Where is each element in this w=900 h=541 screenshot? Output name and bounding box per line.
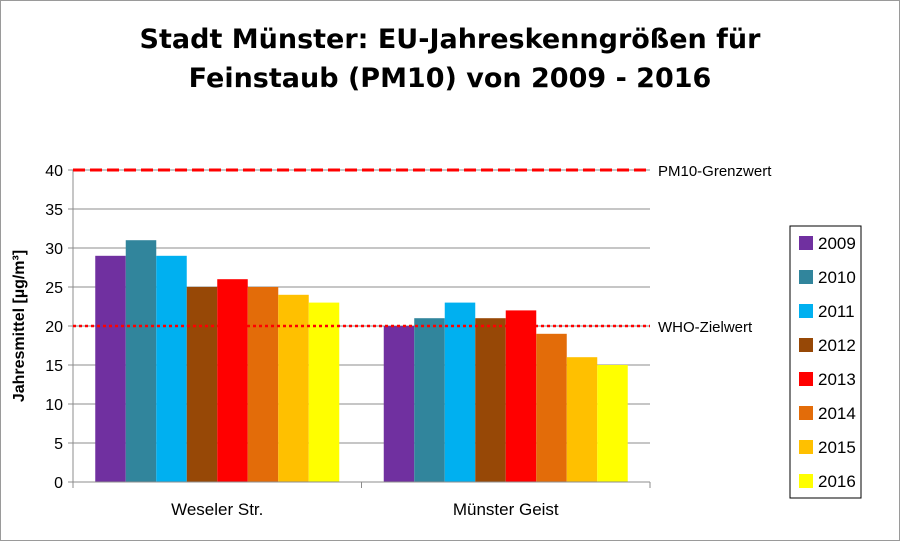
reference-line-label: PM10-Grenzwert: [658, 163, 772, 180]
bars: [95, 240, 628, 482]
legend-label-2013: 2013: [818, 370, 856, 389]
y-tick-label: 10: [45, 397, 63, 414]
reference-lines: PM10-Grenzwert WHO-Zielwert: [73, 163, 772, 336]
y-tick-label: 0: [54, 475, 63, 492]
legend-swatch-2012: [799, 338, 813, 352]
legend-swatch-2010: [799, 270, 813, 284]
bar-2010-1: [125, 240, 157, 482]
bar-2013-1: [217, 279, 248, 482]
bar-2011-2: [444, 302, 476, 482]
y-tick-label: 5: [54, 436, 63, 453]
bar-2015-2: [566, 357, 598, 482]
bar-2012-1: [186, 287, 218, 482]
x-category-label: Münster Geist: [453, 500, 559, 519]
legend-label-2016: 2016: [818, 472, 856, 491]
y-tick-label: 15: [45, 358, 63, 375]
y-tick-label: 40: [45, 163, 63, 180]
bar-2009-1: [95, 255, 126, 482]
bar-2013-2: [505, 310, 537, 482]
legend-label-2012: 2012: [818, 336, 856, 355]
bar-2011-1: [156, 255, 187, 482]
legend-label-2011: 2011: [818, 302, 855, 321]
bar-2016-1: [308, 302, 340, 482]
bar-2014-2: [536, 333, 567, 482]
legend-swatch-2013: [799, 372, 813, 386]
legend-swatch-2016: [799, 474, 813, 488]
bar-2014-1: [247, 287, 279, 482]
y-tick-label: 35: [45, 202, 63, 219]
bar-2010-2: [414, 318, 445, 482]
legend-box: [789, 225, 862, 499]
legend-label-2015: 2015: [818, 438, 856, 457]
bar-2016-2: [597, 365, 628, 482]
legend-swatch-2014: [799, 406, 813, 420]
bar-2015-1: [278, 294, 309, 482]
legend: 2009 2010 2011 2012 2013 2014 2015 2016: [789, 225, 862, 499]
legend-swatch-2011: [799, 304, 813, 318]
bar-2009-2: [383, 326, 415, 482]
y-tick-label: 25: [45, 280, 63, 297]
bar-2012-2: [475, 318, 506, 482]
axes: 0 5 10 15 20 25 30 35 40 Weseler Str. Münster Geis…: [45, 163, 651, 519]
legend-swatch-2015: [799, 440, 813, 454]
y-tick-label: 30: [45, 241, 63, 258]
legend-label-2009: 2009: [818, 234, 856, 253]
chart-title-line-2: Feinstaub (PM10) von 2009 - 2016: [189, 63, 712, 94]
legend-label-2010: 2010: [818, 268, 856, 287]
legend-swatch-2009: [799, 236, 813, 250]
x-category-label: Weseler Str.: [171, 500, 263, 519]
reference-line-label: WHO-Zielwert: [658, 319, 753, 336]
chart-title-line-1: Stadt Münster: EU-Jahreskenngrößen für: [140, 24, 762, 55]
legend-label-2014: 2014: [818, 404, 856, 423]
y-tick-label: 20: [45, 319, 63, 336]
y-axis-label: Jahresmittel [µg/m³]: [11, 250, 28, 402]
